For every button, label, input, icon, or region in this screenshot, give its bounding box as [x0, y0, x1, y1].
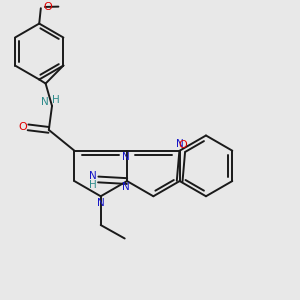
Text: N: N [97, 198, 105, 208]
Text: N: N [88, 171, 96, 181]
Text: N: N [41, 97, 49, 107]
Text: N: N [122, 152, 130, 162]
Text: O: O [179, 140, 188, 150]
Text: O: O [44, 2, 52, 12]
Text: N: N [176, 139, 184, 149]
Text: H: H [52, 95, 60, 105]
Text: O: O [18, 122, 27, 132]
Text: N: N [122, 182, 130, 193]
Text: H: H [88, 180, 96, 190]
